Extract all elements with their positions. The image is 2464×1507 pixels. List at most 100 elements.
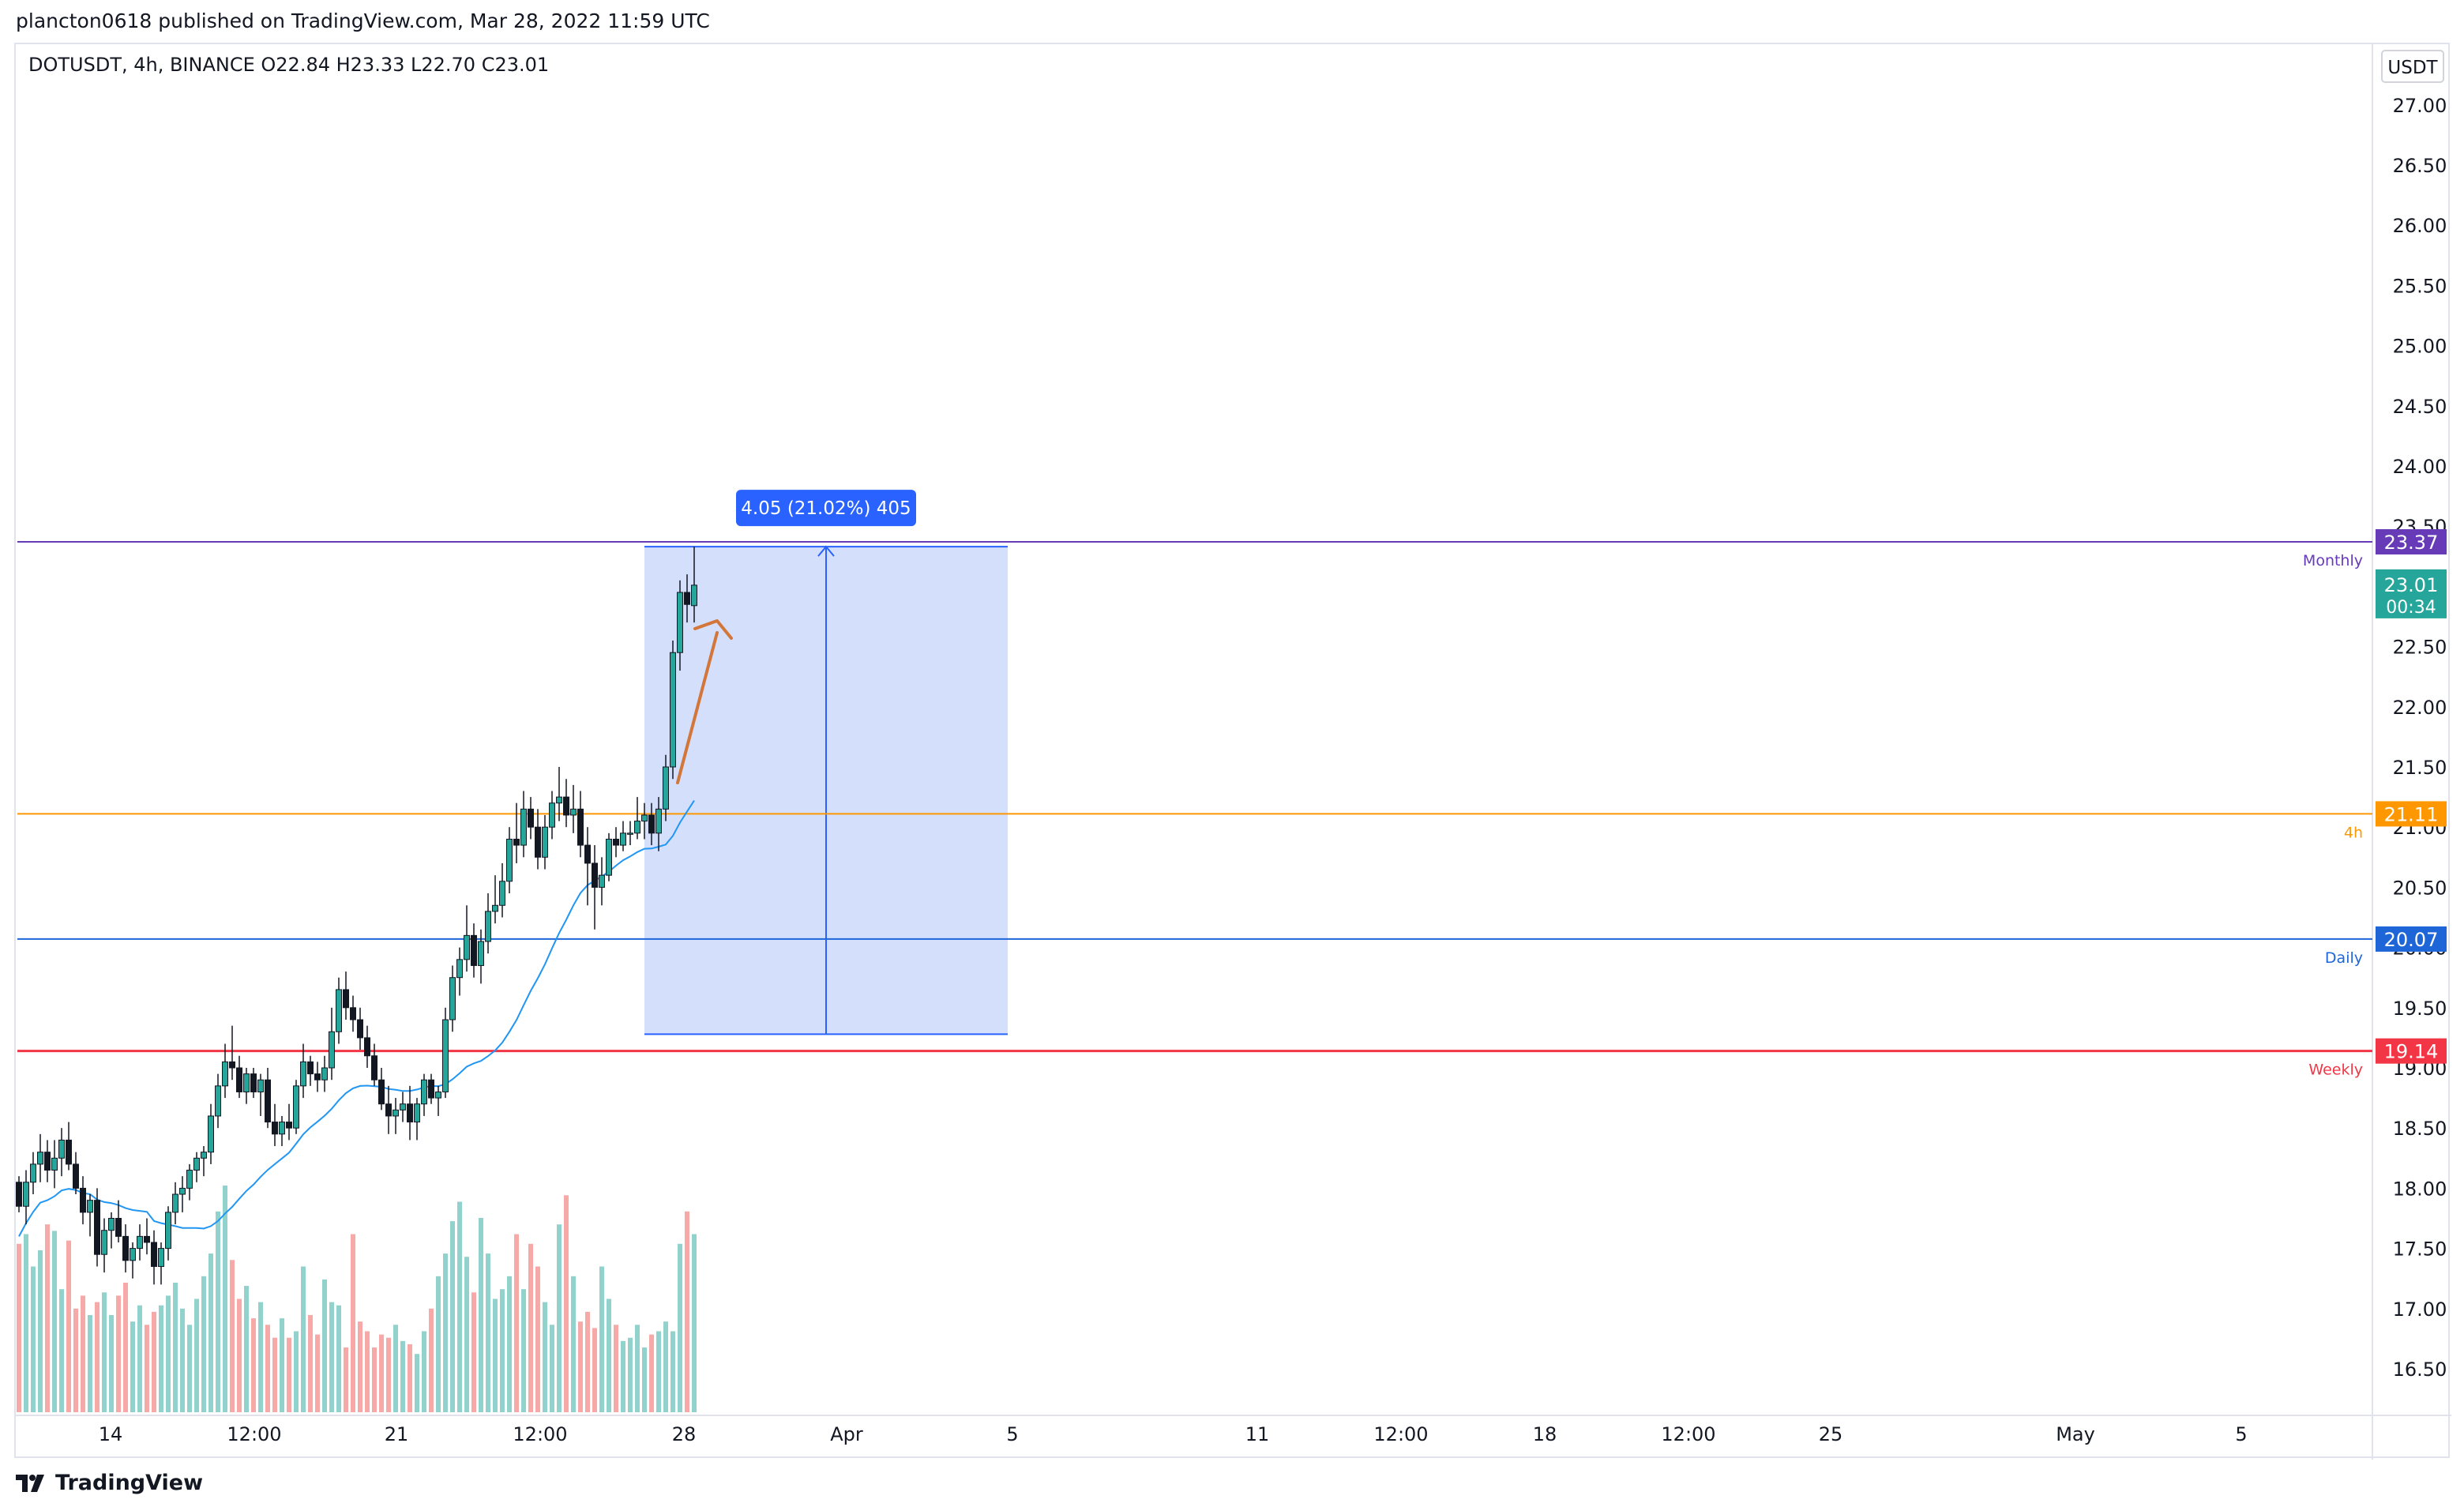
candle-body (94, 1200, 100, 1255)
volume-bar (116, 1295, 121, 1412)
x-tick-label: 11 (1245, 1423, 1270, 1445)
currency-button[interactable] (2381, 50, 2444, 83)
y-tick-label: 22.00 (2393, 697, 2447, 719)
volume-bar (66, 1240, 71, 1412)
volume-bar (45, 1224, 50, 1412)
candle-body (165, 1212, 171, 1250)
volume-bar (678, 1243, 682, 1412)
y-tick-label: 21.50 (2393, 757, 2447, 779)
volume-bar (336, 1305, 341, 1412)
volume-bar (351, 1234, 355, 1412)
x-tick-label: May (2056, 1423, 2095, 1445)
candle-body (23, 1182, 29, 1207)
volume-bar (614, 1325, 618, 1412)
volume-bar (585, 1311, 590, 1412)
volume-bar (145, 1325, 149, 1412)
candle-body (80, 1187, 86, 1213)
candle-body (613, 838, 619, 846)
volume-bar (152, 1311, 156, 1412)
chart-frame[interactable]: 16.5017.0017.5018.0018.5019.0019.5020.00… (14, 43, 2451, 1460)
candle-body (229, 1061, 235, 1069)
y-tick-label: 24.50 (2393, 396, 2447, 418)
candle-body (215, 1085, 221, 1117)
y-tick-label: 22.50 (2393, 637, 2447, 659)
candle-body (414, 1103, 420, 1123)
x-tick-label: 25 (1819, 1423, 1843, 1445)
y-tick-label: 19.50 (2393, 998, 2447, 1020)
candle-body (385, 1103, 392, 1117)
volume-bar (173, 1283, 178, 1412)
volume-bar (571, 1276, 576, 1412)
level-label-weekly: Weekly (2308, 1062, 2363, 1079)
volume-bar (408, 1344, 412, 1412)
candle-body (208, 1115, 214, 1153)
x-tick-label: 12:00 (513, 1423, 567, 1445)
volume-bar (137, 1305, 142, 1412)
candle-body (307, 1061, 314, 1075)
volume-bar (166, 1295, 171, 1412)
candlestick-chart[interactable]: 16.5017.0017.5018.0018.5019.0019.5020.00… (16, 44, 2451, 1460)
candle-body (627, 832, 633, 835)
volume-bar (429, 1308, 434, 1412)
volume-bar (550, 1325, 554, 1412)
volume-bar (208, 1253, 213, 1412)
tradingview-logo[interactable]: TradingView (16, 1471, 203, 1495)
candle-body (663, 766, 669, 810)
level-price-badge (2376, 801, 2447, 827)
volume-bar (635, 1325, 640, 1412)
x-tick-label: 18 (1533, 1423, 1557, 1445)
measure-label-text: 4.05 (21.02%) 405 (741, 498, 911, 519)
x-tick-label: 12:00 (227, 1423, 281, 1445)
candle-body (44, 1152, 51, 1171)
candle-body (641, 814, 648, 822)
y-tick-label: 25.50 (2393, 275, 2447, 297)
volume-bar (663, 1321, 668, 1412)
volume-bar (329, 1302, 334, 1412)
candle-body (186, 1170, 193, 1189)
candle-body (158, 1248, 164, 1267)
y-tick-label: 18.50 (2393, 1118, 2447, 1140)
y-tick-label: 26.00 (2393, 215, 2447, 237)
projection-arrow-head (693, 619, 733, 640)
volume-bar (73, 1308, 78, 1412)
volume-bar (670, 1331, 675, 1412)
volume-bar (159, 1305, 163, 1412)
volume-bar (621, 1340, 625, 1412)
candle-body (563, 796, 569, 816)
candle-body (364, 1037, 370, 1057)
candle-body (336, 989, 342, 1032)
volume-bar (194, 1298, 199, 1412)
candle-body (520, 808, 527, 846)
candle-body (51, 1157, 58, 1171)
volume-bar (272, 1337, 277, 1412)
x-tick-label: 12:00 (1661, 1423, 1715, 1445)
candle-body (87, 1200, 93, 1213)
x-tick-label: 21 (385, 1423, 409, 1445)
candle-body (634, 821, 640, 834)
candle-body (449, 977, 456, 1020)
volume-bar (528, 1243, 533, 1412)
volume-bar (535, 1266, 540, 1412)
volume-bar (130, 1321, 135, 1412)
candle-body (343, 989, 349, 1009)
volume-bar (592, 1328, 597, 1412)
volume-bar (17, 1243, 21, 1412)
candle-body (655, 808, 662, 834)
volume-bar (31, 1266, 36, 1412)
candle-body (378, 1079, 385, 1105)
candle-body (471, 934, 477, 966)
volume-bar (393, 1325, 398, 1412)
candle-body (329, 1031, 335, 1069)
x-tick-label: 14 (99, 1423, 123, 1445)
candle-body (350, 1007, 356, 1020)
volume-bar (400, 1340, 405, 1412)
candle-body (421, 1079, 427, 1105)
candle-body (599, 874, 605, 888)
volume-bar (372, 1347, 377, 1412)
candle-body (556, 796, 562, 804)
candle-body (357, 1019, 363, 1039)
volume-bar (443, 1253, 448, 1412)
volume-bar (557, 1224, 562, 1412)
candle-body (670, 652, 676, 768)
volume-bar (422, 1331, 426, 1412)
